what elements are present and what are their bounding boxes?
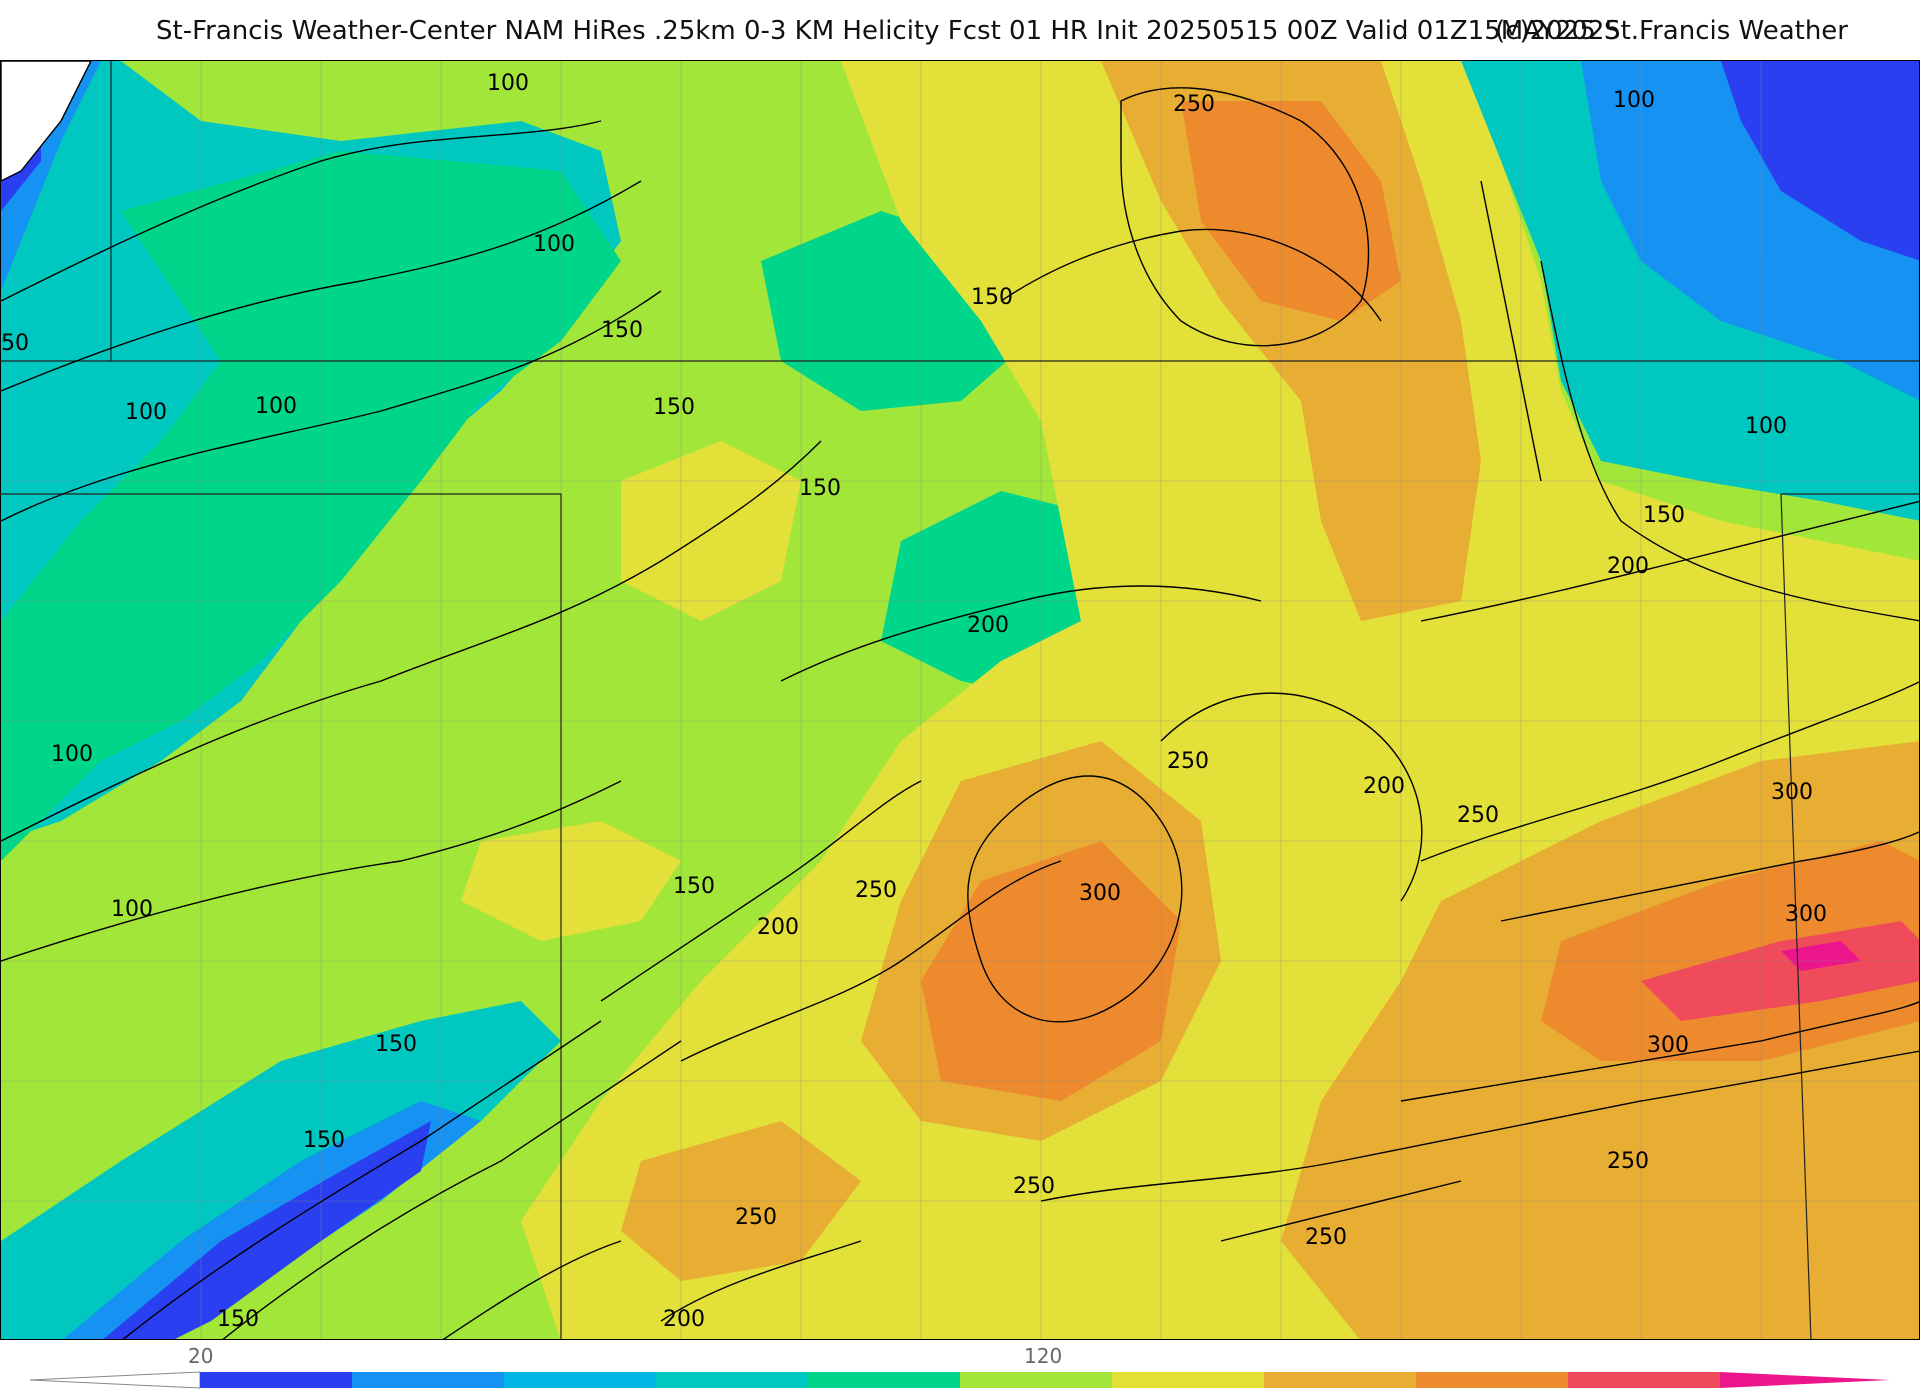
helicity-map: 100 100 150 150 150 150 100 250 100 100 …	[0, 60, 1920, 1340]
region-magenta-se	[1781, 941, 1861, 971]
contour-label: 200	[663, 1307, 705, 1332]
legend-swatch-group	[200, 1372, 1721, 1388]
contour-label-group: 100 100 150 150 150 150 100 250 100 100 …	[1, 71, 1827, 1332]
region-green-west	[1, 151, 621, 861]
contour-label: 200	[1363, 774, 1405, 799]
legend-arrow-left	[29, 1371, 201, 1389]
region-low-nw	[1, 61, 92, 182]
contour-label: 200	[967, 613, 1009, 638]
contour-label: 100	[51, 742, 93, 767]
legend-swatch	[1264, 1372, 1417, 1388]
contour-label: 150	[601, 318, 643, 343]
contour-label: 250	[735, 1205, 777, 1230]
contour-label: 200	[757, 915, 799, 940]
region-yellow-west	[461, 821, 681, 941]
legend-swatch	[1112, 1372, 1265, 1388]
contour-label: 100	[533, 232, 575, 257]
contour-label: 100	[487, 71, 529, 96]
contour-label: 200	[1607, 554, 1649, 579]
copyright-text: (c)2025 St.Francis Weather	[1495, 16, 1848, 46]
contour-label: 250	[1305, 1225, 1347, 1250]
contour-label: 300	[1785, 902, 1827, 927]
contour-label: 250	[1607, 1149, 1649, 1174]
legend-swatch	[1416, 1372, 1569, 1388]
region-red-se	[1641, 921, 1919, 1021]
contour-label: 300	[1079, 881, 1121, 906]
legend-swatch	[504, 1372, 657, 1388]
region-orange-north	[1181, 101, 1401, 321]
region-deepblue-sw	[103, 1121, 431, 1339]
contour-label: 300	[1647, 1033, 1689, 1058]
contour-label: 250	[1167, 749, 1209, 774]
region-orange-se	[1541, 841, 1919, 1061]
contour-label: 150	[217, 1307, 259, 1332]
map-title: St-Francis Weather-Center NAM HiRes .25k…	[156, 16, 1622, 46]
contour-label: 150	[799, 476, 841, 501]
title-bar: St-Francis Weather-Center NAM HiRes .25k…	[0, 0, 1920, 60]
legend-swatch	[1568, 1372, 1721, 1388]
legend-tick-label: 120	[1024, 1344, 1063, 1368]
legend-swatch	[656, 1372, 809, 1388]
contour-label: 100	[255, 394, 297, 419]
contour-label: 150	[1643, 503, 1685, 528]
contour-label: 150	[375, 1032, 417, 1057]
region-teal-sw	[1, 1001, 561, 1339]
helicity-map-canvas: 100 100 150 150 150 150 100 250 100 100 …	[1, 61, 1919, 1339]
legend-swatch	[200, 1372, 353, 1388]
contour-label: 150	[971, 285, 1013, 310]
contour-label: 300	[1771, 780, 1813, 805]
region-yellow-north	[621, 441, 801, 621]
contour-label: 100	[1613, 88, 1655, 113]
legend-tick-label: 20	[188, 1344, 214, 1368]
legend-swatch	[352, 1372, 505, 1388]
contour-label: 50	[1, 331, 29, 356]
contour-label: 250	[1173, 92, 1215, 117]
contour-label: 150	[673, 874, 715, 899]
contour-label: 100	[111, 897, 153, 922]
contour-label: 150	[653, 395, 695, 420]
contour-label: 150	[303, 1128, 345, 1153]
region-orange-center	[921, 841, 1181, 1101]
legend-swatch	[808, 1372, 961, 1388]
legend-swatch	[960, 1372, 1113, 1388]
state-borders	[1, 61, 1919, 1339]
legend-arrow-right	[1720, 1372, 1890, 1388]
contour-label: 250	[855, 878, 897, 903]
contour-lines	[1, 87, 1919, 1339]
contour-label: 250	[1457, 803, 1499, 828]
contour-label: 250	[1013, 1174, 1055, 1199]
color-legend: 20 120	[0, 1340, 1920, 1400]
legend-colorbar	[29, 1371, 1890, 1389]
region-deepblue-ne	[1721, 61, 1919, 261]
contour-label: 100	[1745, 414, 1787, 439]
contour-label: 100	[125, 400, 167, 425]
